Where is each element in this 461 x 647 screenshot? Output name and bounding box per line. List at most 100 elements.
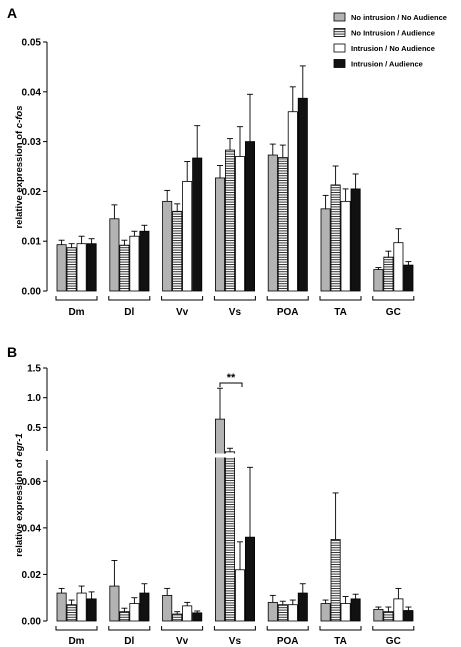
bar	[172, 210, 183, 292]
bar	[224, 451, 235, 622]
bar	[340, 603, 351, 622]
panel-b-label: B	[7, 344, 17, 360]
bar	[277, 604, 288, 622]
category-bracket	[55, 296, 98, 301]
category-bracket	[266, 296, 309, 301]
y-tick-label: 0.00	[22, 287, 42, 298]
axis-break-gap	[45, 453, 461, 458]
bar	[119, 611, 130, 622]
legend-entry: Intrusion / Audience	[351, 60, 423, 69]
bar	[403, 264, 414, 292]
category-bracket	[319, 296, 362, 301]
bar	[267, 601, 278, 622]
bar	[214, 177, 225, 292]
category-bracket	[372, 626, 415, 631]
panel-a-chart: relative expression of c-fos 0.00 0.01 0.0…	[14, 38, 415, 318]
y-tick-label: 1.0	[27, 393, 41, 404]
y-tick-label: 0.5	[27, 423, 41, 434]
bar	[172, 613, 183, 622]
y-tick-label: 0.02	[22, 187, 42, 198]
bar	[330, 539, 341, 622]
category-tick-label: Vv	[176, 307, 189, 318]
bar	[182, 605, 193, 622]
legend-entry: No Intrusion / Audience	[351, 29, 435, 38]
significance-bracket	[219, 382, 243, 387]
bar	[350, 598, 361, 622]
y-tick-label: 0.03	[22, 137, 42, 148]
bar	[66, 604, 77, 622]
bar	[320, 208, 331, 292]
bar	[214, 418, 225, 622]
category-tick-label: Dm	[68, 307, 84, 318]
category-bracket	[266, 626, 309, 631]
category-bracket	[319, 626, 362, 631]
category-bracket	[108, 296, 151, 301]
category-bracket	[161, 626, 204, 631]
bar	[297, 592, 308, 622]
bar	[330, 184, 341, 292]
bar	[403, 610, 414, 622]
bar	[109, 218, 120, 292]
bar	[373, 269, 384, 292]
bar	[192, 612, 203, 622]
panel-b-y-axis-label: relative expression of egr-1	[14, 433, 25, 557]
category-tick-label: Vs	[229, 307, 242, 318]
category-bracket	[213, 296, 256, 301]
bar	[139, 230, 150, 292]
category-tick-label: TA	[334, 636, 347, 647]
bar	[287, 111, 298, 292]
legend-swatch	[333, 43, 346, 53]
bar	[119, 244, 130, 292]
y-label-prefix: relative expression of	[14, 128, 25, 228]
category-tick-label: Dl	[124, 636, 134, 647]
legend-swatch	[333, 28, 346, 37]
y-label-gene: egr-1	[14, 433, 25, 456]
y-tick-label: 0.02	[22, 570, 42, 581]
category-tick-label: TA	[334, 307, 347, 318]
bar	[56, 244, 67, 292]
category-bracket	[55, 626, 98, 631]
bar	[76, 592, 87, 622]
category-tick-label: POA	[277, 636, 299, 647]
y-tick-label: 0.06	[22, 477, 42, 488]
y-tick-label: 0.05	[22, 38, 42, 49]
category-tick-label: Vs	[229, 636, 242, 647]
y-tick-label: 0.04	[22, 523, 42, 534]
bar	[244, 536, 255, 622]
bar	[76, 243, 87, 292]
bar	[234, 569, 245, 622]
bar	[287, 604, 298, 622]
y-tick-label: 0.00	[22, 617, 42, 628]
bar	[297, 97, 308, 292]
bar	[86, 243, 97, 292]
bar	[373, 608, 384, 622]
category-tick-label: Dl	[124, 307, 134, 318]
category-tick-label: Dm	[68, 636, 84, 647]
bar	[383, 256, 394, 292]
y-tick-label: 0.01	[22, 237, 42, 248]
category-bracket	[161, 296, 204, 301]
bar	[277, 157, 288, 292]
bar	[350, 188, 361, 292]
bar	[244, 141, 255, 292]
category-tick-label: POA	[277, 307, 299, 318]
legend-swatch	[333, 59, 346, 68]
y-tick-label: 0.04	[22, 87, 42, 98]
legend-entry: Intrusion / No Audience	[351, 44, 435, 53]
bar	[56, 592, 67, 622]
bar	[129, 603, 140, 622]
category-tick-label: Vv	[176, 636, 189, 647]
bar	[393, 242, 404, 292]
bar	[340, 200, 351, 292]
bar	[162, 200, 173, 292]
y-label-prefix: relative expression of	[14, 456, 25, 556]
bar	[267, 154, 278, 292]
bar	[162, 594, 173, 622]
bar	[192, 157, 203, 292]
bar	[383, 611, 394, 622]
category-bracket	[213, 626, 256, 631]
legend-swatch	[333, 12, 346, 22]
bar	[139, 592, 150, 622]
bar	[320, 603, 331, 622]
